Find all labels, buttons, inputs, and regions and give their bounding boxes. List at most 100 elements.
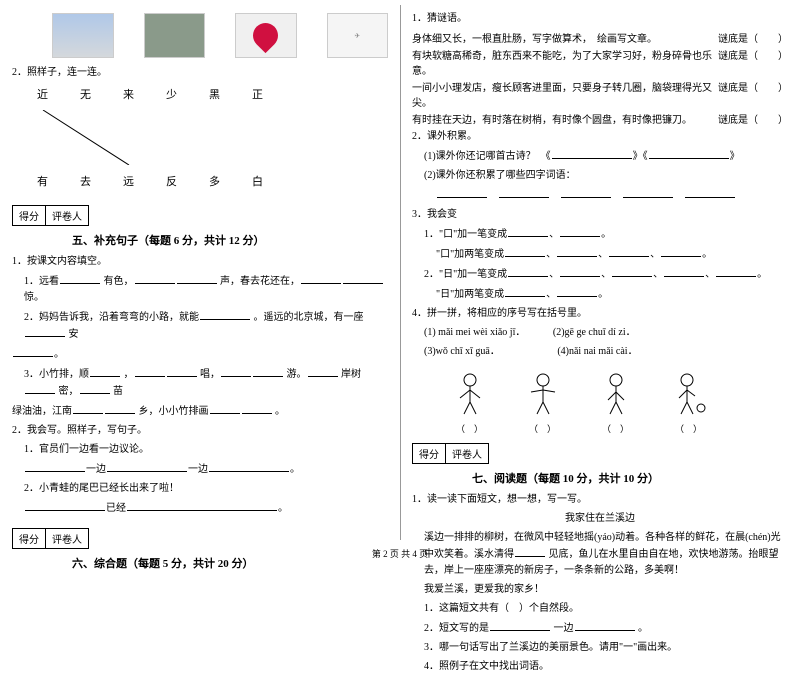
- text: 。: [54, 349, 64, 360]
- q7-title: 我家住在兰溪边: [412, 511, 788, 527]
- q4-row2: (3)wǒ chī xī guā． (4)nǎi nai mǎi cài．: [424, 344, 788, 360]
- text: 声，春去花还在，: [220, 276, 300, 287]
- text: 一间小小理发店，瘦长顾客进里面，只要身子转几圈，脑袋理得光又尖。: [412, 79, 718, 109]
- left-column: ✈ 2．照样子，连一连。 近 无 来 少 黑 正 有 去 远 反 多 白 得分 …: [0, 0, 400, 540]
- riddle-3: 一间小小理发店，瘦长顾客进里面，只要身子转几圈，脑袋理得光又尖。谜底是（ ）: [412, 79, 788, 109]
- text: ，: [124, 369, 134, 380]
- char: 反: [166, 173, 177, 189]
- q7-q2: 2．短文写的是 一边 。: [424, 620, 788, 637]
- q5-1-1: 1．远看 有色， 声，春去花还在， 惊。: [24, 273, 388, 306]
- score-box-7: 得分 评卷人: [412, 443, 489, 464]
- score-box-6: 得分 评卷人: [12, 528, 89, 549]
- text: 苗: [113, 386, 123, 397]
- text: 有块软糖高稀奇，脏东西来不能吃，为了大家学习好，粉身碎骨也乐意。: [412, 47, 718, 77]
- label: （ ）: [661, 422, 716, 435]
- text: 。: [278, 503, 288, 514]
- figure-row: （ ） （ ） （ ） （ ）: [442, 365, 788, 435]
- q2-label-r: 2．课外积累。: [412, 129, 788, 145]
- text: 1．"口"加一笔变成: [424, 229, 507, 240]
- text: 。: [275, 406, 285, 417]
- image-row: ✈: [52, 13, 388, 58]
- section5-title: 五、补充句子（每题 6 分，共计 12 分）: [72, 232, 388, 248]
- top-char-row: 近 无 来 少 黑 正: [37, 86, 388, 102]
- grader-label: 评卷人: [446, 444, 488, 463]
- q7-p2: 我爱兰溪，更爱我的家乡！: [424, 582, 788, 598]
- answer: 谜底是（ ）: [718, 30, 788, 45]
- char: 黑: [209, 86, 220, 102]
- char: 无: [80, 86, 91, 102]
- answer: 谜底是（ ）: [718, 79, 788, 109]
- label: （ ）: [515, 422, 570, 435]
- text: 。遥远的北京城，有一座: [254, 312, 364, 323]
- fig-1: （ ）: [442, 365, 497, 435]
- text: 。: [638, 623, 648, 634]
- q5-2-1: 1．官员们一边看一边议论。: [24, 442, 388, 458]
- q1-label: 1．猜谜语。: [412, 11, 788, 27]
- label: （ ）: [442, 422, 497, 435]
- page-container: ✈ 2．照样子，连一连。 近 无 来 少 黑 正 有 去 远 反 多 白 得分 …: [0, 0, 800, 540]
- text: 游。: [287, 369, 307, 380]
- right-column: 1．猜谜语。 身体细又长，一根直肚肠，写字做算术， 绘画写文章。谜底是（ ） 有…: [400, 0, 800, 540]
- q7-q1: 1．这篇短文共有（ ）个自然段。: [424, 601, 788, 617]
- text: 安: [69, 329, 79, 340]
- q5-2-header: 2．我会写。照样子，写句子。: [12, 423, 388, 439]
- fig-2: （ ）: [515, 365, 570, 435]
- text: 》《: [633, 151, 648, 162]
- text: 1．远看: [24, 276, 59, 287]
- q4-label: 4．拼一拼，将相应的序号写在括号里。: [412, 306, 788, 322]
- q5-2-2b: 已经 。: [24, 500, 388, 517]
- text: "口"加两笔变成: [436, 249, 504, 260]
- text: 3．小竹排，顺: [24, 369, 89, 380]
- q4-row1: (1) mǎi mei wèi xiǎo jī． (2)gē ge chuī d…: [424, 325, 788, 341]
- text: 2．短文写的是: [424, 623, 489, 634]
- q3-2b: "日"加两笔变成、。: [436, 286, 788, 303]
- q3-1a: 1．"口"加一笔变成、。: [424, 226, 788, 243]
- q5-1-3: 3．小竹排，顺 ， 唱， 游。 岸树 密， 苗: [24, 366, 388, 400]
- q7-q4: 4．照例子在文中找出词语。: [424, 659, 788, 675]
- riddle-1: 身体细又长，一根直肚肠，写字做算术， 绘画写文章。谜底是（ ）: [412, 30, 788, 45]
- fig-4: （ ）: [661, 365, 716, 435]
- answer: 谜底是（ ）: [718, 111, 788, 126]
- text: 身体细又长，一根直肚肠，写字做算术， 绘画写文章。: [412, 30, 718, 45]
- q3-1b: "口"加两笔变成、、、。: [436, 246, 788, 263]
- text: (3)wǒ chī xī guā．: [424, 346, 495, 357]
- char: 多: [209, 173, 220, 189]
- q5-2-1b: 一边一边。: [24, 461, 388, 478]
- q2-2: (2)课外你还积累了哪些四字词语：: [424, 168, 788, 184]
- text: 乡，小小竹排画: [139, 406, 209, 417]
- char: 有: [37, 173, 48, 189]
- q2-1: (1)课外你还记哪首古诗？ 《》《》: [424, 148, 788, 165]
- image-1: [52, 13, 114, 58]
- bottom-char-row: 有 去 远 反 多 白: [37, 173, 388, 189]
- q5-1-2d: 。: [12, 346, 388, 363]
- text: (2)gē ge chuī dí zi．: [553, 327, 636, 338]
- text: 密，: [59, 386, 79, 397]
- q5-1-2: 2．妈妈告诉我，沿着弯弯的小路，就能 。遥远的北京城，有一座 安: [24, 309, 388, 343]
- char: 远: [123, 173, 134, 189]
- text: 一边: [554, 623, 574, 634]
- text: 2．妈妈告诉我，沿着弯弯的小路，就能: [24, 312, 199, 323]
- riddle-2: 有块软糖高稀奇，脏东西来不能吃，为了大家学习好，粉身碎骨也乐意。谜底是（ ）: [412, 47, 788, 77]
- score-label: 得分: [13, 206, 46, 225]
- image-2: [144, 13, 206, 58]
- riddle-4: 有时挂在天边，有时落在树梢，有时像个圆盘，有时像把镰刀。谜底是（ ）: [412, 111, 788, 126]
- image-4: ✈: [327, 13, 389, 58]
- score-box: 得分 评卷人: [12, 205, 89, 226]
- char: 正: [252, 86, 263, 102]
- char: 白: [252, 173, 263, 189]
- q5-1-3b: 绿油油，江南 乡，小小竹排画 。: [12, 403, 388, 420]
- connect-lines: [37, 110, 388, 165]
- char: 去: [80, 173, 91, 189]
- text: 已经: [106, 503, 126, 514]
- text: 惊。: [24, 292, 44, 303]
- q2-2-blanks: [436, 187, 788, 204]
- q3-label: 3．我会变: [412, 207, 788, 223]
- text: 岸树: [341, 369, 361, 380]
- text: 一边: [86, 464, 106, 475]
- q2-label: 2．照样子，连一连。: [12, 63, 388, 78]
- text: 一边: [188, 464, 208, 475]
- q5-1-header: 1．按课文内容填空。: [12, 254, 388, 270]
- text: 有色，: [104, 276, 134, 287]
- score-label: 得分: [13, 529, 46, 548]
- text: (4)nǎi nai mǎi cài．: [557, 346, 637, 357]
